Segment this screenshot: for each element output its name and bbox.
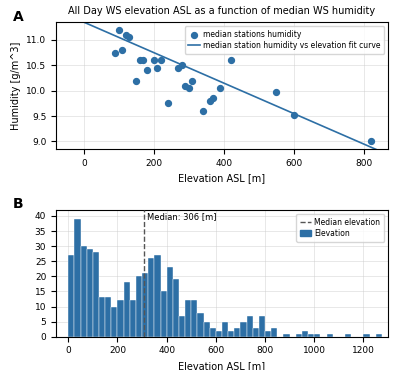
Y-axis label: Humidity [g/m^3]: Humidity [g/m^3]	[10, 41, 20, 130]
median stations humidity	[290, 112, 297, 118]
Bar	[173, 279, 179, 337]
Bar	[99, 297, 105, 337]
Bar	[376, 334, 382, 337]
Bar	[204, 322, 210, 337]
Text: B: B	[13, 197, 24, 211]
Bar	[210, 328, 216, 337]
median stations humidity	[367, 138, 374, 144]
Bar	[124, 282, 130, 337]
Bar	[154, 255, 160, 337]
Bar	[130, 300, 136, 337]
Text: Median: 306 [m]: Median: 306 [m]	[146, 212, 216, 221]
median stations humidity	[158, 57, 164, 63]
Bar	[80, 246, 87, 337]
Bar	[191, 300, 198, 337]
X-axis label: Elevation ASL [m]: Elevation ASL [m]	[178, 173, 266, 183]
median stations humidity	[228, 57, 234, 63]
Bar	[314, 334, 320, 337]
Legend: Median elevation, Elevation: Median elevation, Elevation	[296, 214, 384, 242]
Bar	[160, 292, 167, 337]
Bar	[234, 328, 240, 337]
median stations humidity	[179, 63, 185, 68]
Bar	[246, 316, 253, 337]
Bar	[185, 300, 191, 337]
Legend: median stations humidity, median station humidity vs elevation fit curve: median stations humidity, median station…	[184, 26, 384, 54]
Title: All Day WS elevation ASL as a function of median WS humidity: All Day WS elevation ASL as a function o…	[68, 6, 376, 16]
median stations humidity	[144, 67, 150, 73]
Bar	[271, 328, 277, 337]
Bar	[364, 334, 370, 337]
median stations humidity	[137, 57, 143, 63]
median stations humidity	[186, 85, 192, 91]
Bar	[240, 322, 246, 337]
Bar	[265, 331, 271, 337]
median stations humidity	[140, 57, 146, 63]
Bar	[302, 331, 308, 337]
Bar	[167, 267, 173, 337]
median stations humidity	[119, 47, 126, 53]
median stations humidity	[217, 85, 224, 91]
Bar	[253, 328, 259, 337]
Bar	[68, 255, 74, 337]
Bar	[87, 249, 93, 337]
median stations humidity	[182, 83, 188, 88]
Bar	[105, 297, 111, 337]
Bar	[326, 334, 333, 337]
median stations humidity	[210, 95, 216, 101]
Bar	[142, 273, 148, 337]
Bar	[296, 334, 302, 337]
Bar	[216, 331, 222, 337]
Bar	[284, 334, 290, 337]
Bar	[228, 331, 234, 337]
Bar	[118, 300, 124, 337]
median stations humidity	[189, 78, 196, 84]
Text: A: A	[13, 10, 24, 24]
median stations humidity	[154, 65, 160, 71]
Bar	[148, 258, 154, 337]
Bar	[259, 316, 265, 337]
median stations humidity	[165, 100, 171, 106]
median stations humidity	[133, 78, 140, 84]
X-axis label: Elevation ASL [m]: Elevation ASL [m]	[178, 361, 266, 370]
median stations humidity	[112, 50, 119, 56]
Bar	[74, 219, 80, 337]
median stations humidity	[273, 89, 279, 95]
median stations humidity	[151, 57, 157, 63]
Bar	[179, 316, 185, 337]
Bar	[111, 306, 118, 337]
Bar	[198, 313, 204, 337]
Bar	[136, 276, 142, 337]
Bar	[308, 334, 314, 337]
median stations humidity	[126, 34, 132, 40]
median stations humidity	[116, 27, 122, 33]
Bar	[222, 322, 228, 337]
Bar	[93, 252, 99, 337]
median stations humidity	[123, 32, 129, 38]
median stations humidity	[175, 65, 182, 71]
median stations humidity	[206, 98, 213, 104]
median stations humidity	[200, 108, 206, 114]
Bar	[345, 334, 351, 337]
